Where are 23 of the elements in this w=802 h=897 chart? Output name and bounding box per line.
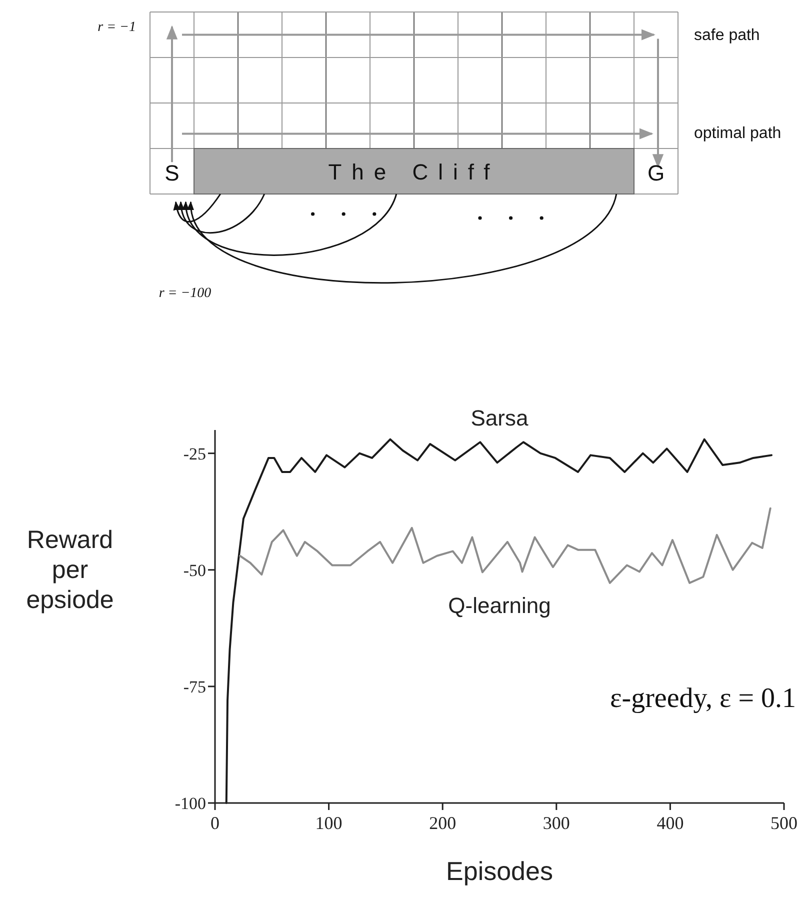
text: safe path xyxy=(694,26,760,44)
y-tick-label: -25 xyxy=(183,444,206,464)
series-label: Sarsa xyxy=(470,405,529,430)
text: G xyxy=(647,160,665,186)
text: r = −100 xyxy=(158,286,212,301)
x-tick-label: 300 xyxy=(542,813,570,833)
x-tick-label: 200 xyxy=(429,813,456,833)
x-tick-label: 400 xyxy=(656,813,684,833)
text: r = −1 xyxy=(98,20,136,35)
x-tick-label: 0 xyxy=(210,813,220,833)
x-axis-title: Episodes xyxy=(446,856,553,886)
y-tick-label: -100 xyxy=(174,794,206,813)
y-axis-title: Reward per epsiode xyxy=(26,526,114,614)
line-series xyxy=(239,507,772,584)
x-tick-label: 100 xyxy=(315,813,342,833)
y-tick-label: -75 xyxy=(183,677,206,696)
text: The Cliff xyxy=(328,159,500,184)
annotation: ε-greedy, ε = 0.1 xyxy=(610,683,796,714)
text: optimal path xyxy=(694,124,782,142)
text: S xyxy=(164,160,180,186)
x-tick-label: 500 xyxy=(770,813,798,833)
y-tick-label: -50 xyxy=(183,560,206,580)
series-label: Q-learning xyxy=(448,592,551,618)
